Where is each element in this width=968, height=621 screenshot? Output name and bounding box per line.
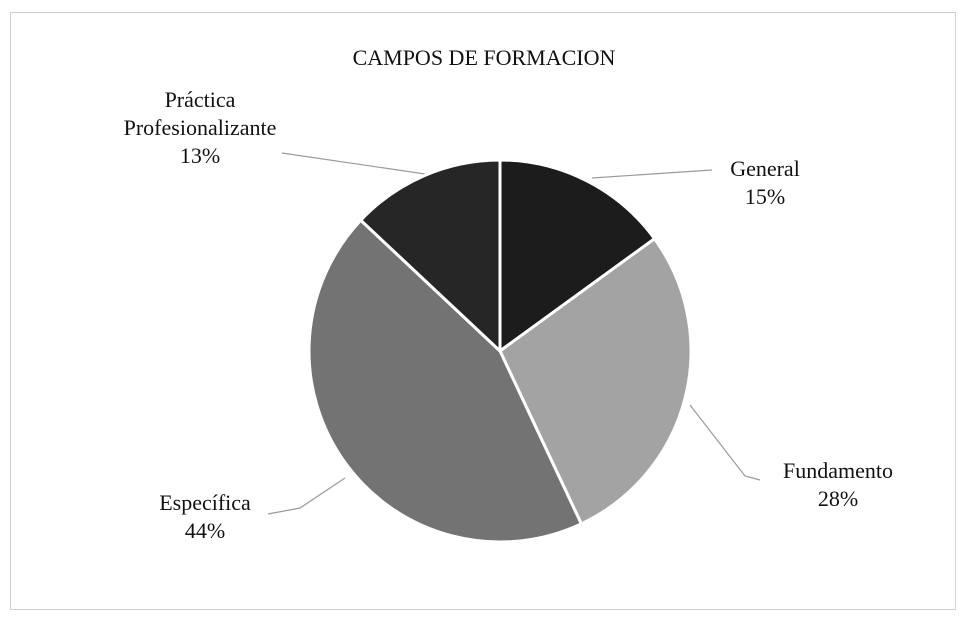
pie-slice	[498, 158, 657, 354]
value-label: 13%	[179, 143, 221, 168]
chart-frame	[10, 12, 956, 610]
data-label: Específica 44%	[110, 489, 300, 545]
data-label: General 15%	[670, 155, 860, 211]
category-label: General	[730, 156, 800, 181]
pie-slice	[307, 218, 584, 544]
value-label: 44%	[184, 518, 226, 543]
leader-lines	[267, 152, 761, 515]
category-label: Específica	[159, 490, 251, 515]
data-label: Práctica Profesionalizante 13%	[105, 86, 295, 170]
chart-title: CAMPOS DE FORMACION	[352, 45, 616, 70]
leader-line	[591, 169, 713, 179]
pie-slice	[358, 158, 502, 355]
data-label: Fundamento 28%	[743, 457, 933, 513]
leader-line	[689, 404, 761, 481]
value-label: 28%	[817, 486, 859, 511]
leader-line	[267, 477, 346, 515]
category-label: Práctica Profesionalizante	[123, 87, 277, 140]
pie-slice	[498, 236, 693, 526]
value-label: 15%	[744, 184, 786, 209]
leader-line	[281, 152, 426, 175]
category-label: Fundamento	[783, 458, 893, 483]
